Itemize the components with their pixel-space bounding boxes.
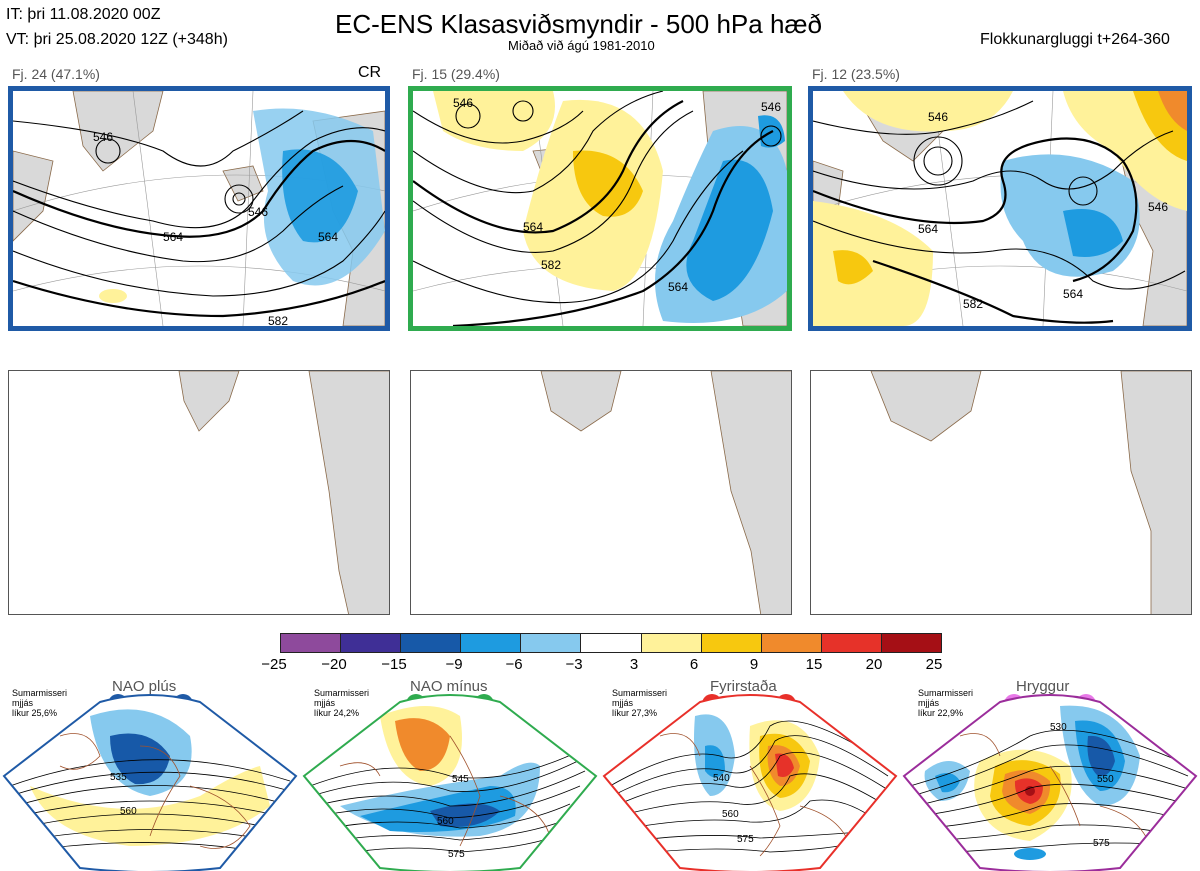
contour-label: 582	[541, 258, 561, 272]
contour-label: 530	[1050, 722, 1067, 733]
regime-info: Sumarmisseri mjjás líkur 22,9%	[918, 688, 973, 718]
regime-prob: líkur 24,2%	[314, 708, 360, 718]
colorbar-tick: −15	[381, 656, 407, 673]
colorbar-swatch	[581, 634, 642, 652]
colorbar-swatch	[281, 634, 342, 652]
cluster-map-3: 546 564 564 582 546	[808, 86, 1192, 331]
valid-time: VT: þri 25.08.2020 12Z (+348h)	[6, 31, 228, 48]
regime-info: Sumarmisseri mjjás líkur 25,6%	[12, 688, 67, 718]
colorbar	[280, 633, 942, 653]
contour-label: 564	[318, 230, 338, 244]
contour-label: 546	[453, 96, 473, 110]
regime-mean: mjjás	[12, 698, 34, 708]
empty-map-1	[8, 370, 390, 615]
regime-prob: líkur 22,9%	[918, 708, 964, 718]
empty-map-2	[410, 370, 792, 615]
contour-label: 546	[928, 110, 948, 124]
colorbar-swatch	[881, 634, 942, 652]
contour-label: 560	[722, 809, 739, 820]
init-time: IT: þri 11.08.2020 00Z	[6, 6, 161, 23]
regime-name: Fyrirstaða	[710, 678, 777, 695]
contour-label: 546	[93, 130, 113, 144]
contour-label: 564	[523, 220, 543, 234]
regime-name: NAO plús	[112, 678, 177, 695]
colorbar-tick: −6	[505, 656, 523, 673]
contour-label: 564	[668, 280, 688, 294]
regime-blocking: Fyrirstaða Sumarmisseri mjjás líkur 27,3…	[600, 676, 900, 871]
regime-season: Sumarmisseri	[12, 688, 68, 698]
regime-mean: mjjás	[314, 698, 336, 708]
regime-name: Hryggur	[1016, 678, 1070, 695]
regime-season: Sumarmisseri	[612, 688, 668, 698]
colorbar-tick: −9	[445, 656, 463, 673]
empty-map-3	[810, 370, 1192, 615]
contour-label: 575	[1093, 838, 1110, 849]
colorbar-swatch	[341, 634, 402, 652]
contour-label: 560	[437, 816, 454, 827]
contour-label: 546	[248, 205, 268, 219]
regime-prob: líkur 27,3%	[612, 708, 658, 718]
regime-info: Sumarmisseri mjjás líkur 27,3%	[612, 688, 667, 718]
panel-1-label: Fj. 24 (47.1%)	[12, 66, 100, 82]
contour-label: 564	[163, 230, 183, 244]
panel-2-label: Fj. 15 (29.4%)	[412, 66, 500, 82]
colorbar-swatch	[401, 634, 462, 652]
colorbar-tick: 3	[629, 656, 639, 673]
contour-label: 564	[918, 222, 938, 236]
regime-nao-minus: NAO mínus Sumarmisseri mjjás líkur 24,2%	[300, 676, 600, 871]
contour-label: 546	[761, 100, 781, 114]
regime-nao-plus: NAO plús Sumarmisseri mjjás líkur 25,6%	[0, 676, 300, 871]
regime-season: Sumarmisseri	[918, 688, 974, 698]
regime-ridge: Hryggur Sumarmisseri mjjás líkur 22,9%	[900, 676, 1200, 871]
regime-mean: mjjás	[612, 698, 634, 708]
page-subtitle: Miðað við ágú 1981-2010	[508, 38, 655, 53]
contour-label: 560	[120, 806, 137, 817]
colorbar-swatch	[701, 634, 762, 652]
colorbar-tick: 6	[689, 656, 699, 673]
cluster-map-1: 546 564 564 546 582	[8, 86, 390, 331]
panel-3-label: Fj. 12 (23.5%)	[812, 66, 900, 82]
regime-prob: líkur 25,6%	[12, 708, 58, 718]
colorbar-tick: −3	[565, 656, 583, 673]
contour-label: 582	[268, 314, 288, 326]
regime-mean: mjjás	[918, 698, 940, 708]
colorbar-tick: −25	[261, 656, 287, 673]
colorbar-swatch	[641, 634, 702, 652]
regime-info: Sumarmisseri mjjás líkur 24,2%	[314, 688, 369, 718]
contour-label: 564	[1063, 287, 1083, 301]
colorbar-tick: 20	[865, 656, 883, 673]
colorbar-swatch	[761, 634, 822, 652]
colorbar-swatch	[821, 634, 882, 652]
contour-label: 545	[452, 774, 469, 785]
contour-label: 540	[713, 773, 730, 784]
contour-label: 550	[1097, 774, 1114, 785]
colorbar-tick: 9	[749, 656, 759, 673]
contour-label: 582	[963, 297, 983, 311]
regime-name: NAO mínus	[410, 678, 488, 695]
contour-label: 575	[737, 834, 754, 845]
colorbar-swatch	[521, 634, 582, 652]
colorbar-tick: 25	[925, 656, 943, 673]
classification-window: Flokkunargluggi t+264-360	[980, 31, 1170, 48]
colorbar-tick: −20	[321, 656, 347, 673]
contour-label: 546	[1148, 200, 1168, 214]
contour-label: 575	[448, 849, 465, 860]
colorbar-swatch	[461, 634, 522, 652]
colorbar-tick: 15	[805, 656, 823, 673]
page-title: EC-ENS Klasasviðsmyndir - 500 hPa hæð	[335, 9, 822, 39]
contour-label: 535	[110, 772, 127, 783]
regime-season: Sumarmisseri	[314, 688, 370, 698]
cluster-map-2: 546 564 582 564 546	[408, 86, 792, 331]
panel-1-tag: CR	[358, 64, 382, 81]
